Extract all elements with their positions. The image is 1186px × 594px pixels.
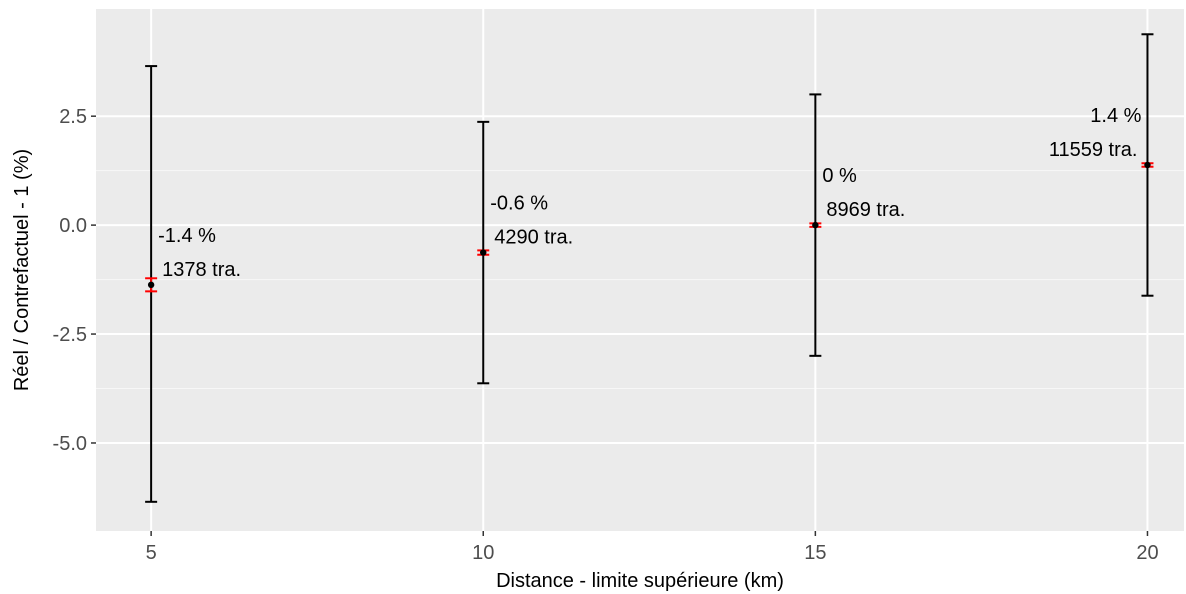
- errorbar-group: [477, 120, 490, 385]
- percent-label: -0.6 %: [490, 193, 548, 215]
- percent-label: 0 %: [822, 165, 857, 187]
- point-annotations: -1.4 % 1378 tra. -0.6 % 4290 tra. 0 % 8969 tr…: [158, 105, 1142, 281]
- errorbar-group: [145, 65, 158, 503]
- percent-label: -1.4 %: [158, 225, 216, 247]
- y-axis-ticks: -5.0 -2.5 0.0 2.5: [53, 106, 96, 455]
- x-tick-label: 5: [146, 542, 157, 564]
- count-label: 4290 tra.: [494, 227, 573, 249]
- x-tick-label: 15: [804, 542, 826, 564]
- x-tick-label: 20: [1136, 542, 1158, 564]
- data-marks: [145, 33, 1154, 503]
- data-point: [480, 249, 487, 256]
- count-label: 11559 tra.: [1049, 139, 1138, 161]
- count-label: 8969 tra.: [826, 199, 905, 221]
- x-axis-ticks: 5 10 15 20: [146, 531, 1159, 564]
- percent-label: 1.4 %: [1090, 105, 1141, 127]
- data-point: [812, 221, 819, 229]
- errorbar-group: [809, 93, 822, 357]
- errorbar-group: [1141, 33, 1154, 297]
- count-label: 1378 tra.: [162, 259, 241, 281]
- x-axis-title: Distance - limite supérieure (km): [496, 570, 784, 592]
- y-tick-label: -5.0: [53, 433, 87, 455]
- y-tick-label: -2.5: [53, 324, 87, 346]
- plot-panel: [96, 9, 1184, 531]
- y-axis-title: Réel / Contrefactuel - 1 (%): [11, 149, 33, 391]
- y-tick-label: 2.5: [59, 106, 87, 128]
- data-point: [1144, 161, 1151, 169]
- data-point: [147, 281, 155, 289]
- y-tick-label: 0.0: [59, 215, 87, 237]
- x-tick-label: 10: [472, 542, 494, 564]
